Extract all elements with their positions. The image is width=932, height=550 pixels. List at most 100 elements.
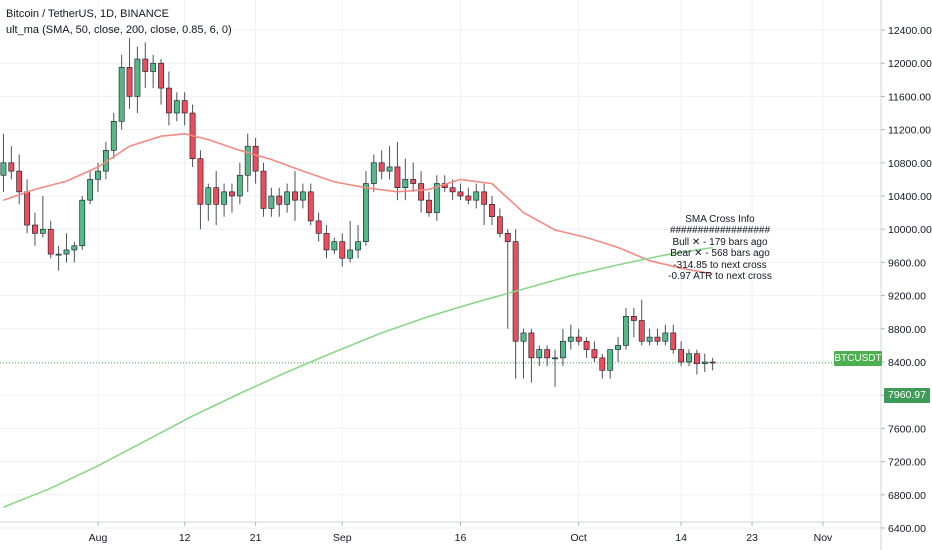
bear-candle	[670, 324, 677, 354]
bull-candle	[615, 337, 621, 362]
bull-candle	[268, 187, 275, 217]
bull-candle	[473, 183, 480, 209]
candle-body	[347, 249, 354, 259]
sma-slow-line	[3, 246, 713, 509]
y-tick-label: 11200.00	[888, 125, 931, 137]
candle-body	[299, 191, 306, 201]
candle-body	[449, 187, 456, 193]
bull-candle	[370, 154, 377, 192]
candle-body	[87, 179, 94, 201]
bear-candle	[489, 196, 495, 226]
candle-body	[63, 249, 70, 255]
bull-candle	[221, 183, 227, 217]
x-tick-label: Oct	[571, 532, 587, 544]
candle-body	[615, 345, 621, 350]
candle-body	[418, 183, 424, 201]
time-axis[interactable]: Aug 12 21 Sep 16 Oct 14 23 Nov	[89, 522, 833, 544]
candle-body	[268, 195, 275, 209]
candle-body	[276, 195, 283, 205]
bull-candle	[607, 349, 614, 379]
bear-candle	[528, 328, 535, 383]
candle-body	[489, 204, 495, 218]
bull-candle	[63, 233, 70, 263]
bear-candle	[339, 233, 346, 267]
candle-body	[504, 233, 511, 242]
candle-body	[378, 162, 385, 172]
candle-body	[654, 336, 661, 342]
bear-candle	[630, 308, 637, 338]
bull-candle	[79, 196, 86, 250]
bull-candle	[39, 196, 46, 238]
y-tick-label: 10000.00	[888, 224, 932, 236]
info-separator: ##################	[669, 225, 771, 237]
bear-candle	[260, 162, 267, 217]
candle-body	[315, 220, 322, 234]
candle-body	[355, 241, 361, 251]
x-tick-label: Sep	[333, 532, 352, 544]
candle-body	[567, 336, 574, 342]
symbol-title[interactable]: Bitcoin / TetherUS, 1D, BINANCE	[6, 8, 170, 20]
candle-body	[433, 183, 440, 213]
price-axis[interactable]: 12400.00 12000.00 11600.00 11200.00 10800.00…	[881, 25, 932, 535]
candle-body	[197, 158, 204, 205]
candle-body	[709, 361, 716, 364]
bull-candle	[150, 54, 157, 89]
candle-body	[496, 216, 503, 234]
bear-candle	[544, 345, 551, 367]
bear-candle	[504, 229, 511, 329]
candle-body	[623, 316, 629, 346]
bear-candle	[32, 212, 38, 246]
bull-candle	[284, 183, 291, 213]
bear-candle	[583, 337, 590, 358]
candle-body	[662, 332, 669, 342]
candle-body	[71, 245, 78, 251]
bull-candle	[386, 146, 393, 180]
bull-candle	[646, 328, 653, 346]
bull-candle	[173, 92, 180, 122]
y-tick-label: 7600.00	[888, 423, 926, 435]
bull-candle	[686, 349, 692, 367]
y-tick-label: 11600.00	[888, 91, 931, 103]
bull-candle	[662, 324, 669, 346]
bear-candle	[323, 225, 330, 259]
candle-body	[560, 340, 566, 359]
candle-body	[339, 241, 346, 259]
y-tick-label: 9200.00	[888, 291, 926, 303]
y-tick-label: 8400.00	[888, 357, 926, 369]
bear-candle	[410, 162, 417, 192]
bear-candle	[378, 150, 385, 180]
bull-candle	[560, 328, 566, 367]
bull-candle	[331, 237, 338, 255]
candle-body	[630, 316, 637, 321]
y-tick-label: 8800.00	[888, 324, 926, 336]
y-tick-label: 7200.00	[888, 457, 926, 469]
candle-body	[236, 174, 243, 197]
bull-candle	[623, 308, 629, 350]
candle-body	[142, 58, 149, 72]
bear-candle	[126, 38, 133, 109]
bear-candle	[142, 42, 149, 89]
indicator-title[interactable]: ult_ma (SMA, 50, close, 200, close, 0.85…	[6, 24, 232, 36]
bear-candle	[197, 150, 204, 230]
bull-candle	[87, 171, 94, 205]
bear-candle	[693, 349, 700, 375]
bear-candle	[575, 328, 582, 346]
candle-body	[678, 349, 685, 363]
candle-body	[95, 170, 101, 180]
candle-body	[394, 166, 401, 188]
y-tick-label: 10800.00	[888, 158, 932, 170]
y-tick-label: 10400.00	[888, 191, 932, 203]
candle-body	[158, 62, 164, 89]
candle-body	[552, 357, 558, 360]
bull-candle	[347, 220, 354, 263]
candle-body	[481, 191, 488, 205]
bull-candle	[355, 225, 361, 259]
candle-body	[410, 179, 417, 184]
candle-body	[39, 228, 46, 234]
bear-candle	[24, 179, 30, 234]
candle-body	[686, 353, 692, 363]
x-tick-label: 14	[675, 532, 687, 544]
candle-body	[457, 191, 464, 197]
candle-body	[591, 349, 598, 359]
